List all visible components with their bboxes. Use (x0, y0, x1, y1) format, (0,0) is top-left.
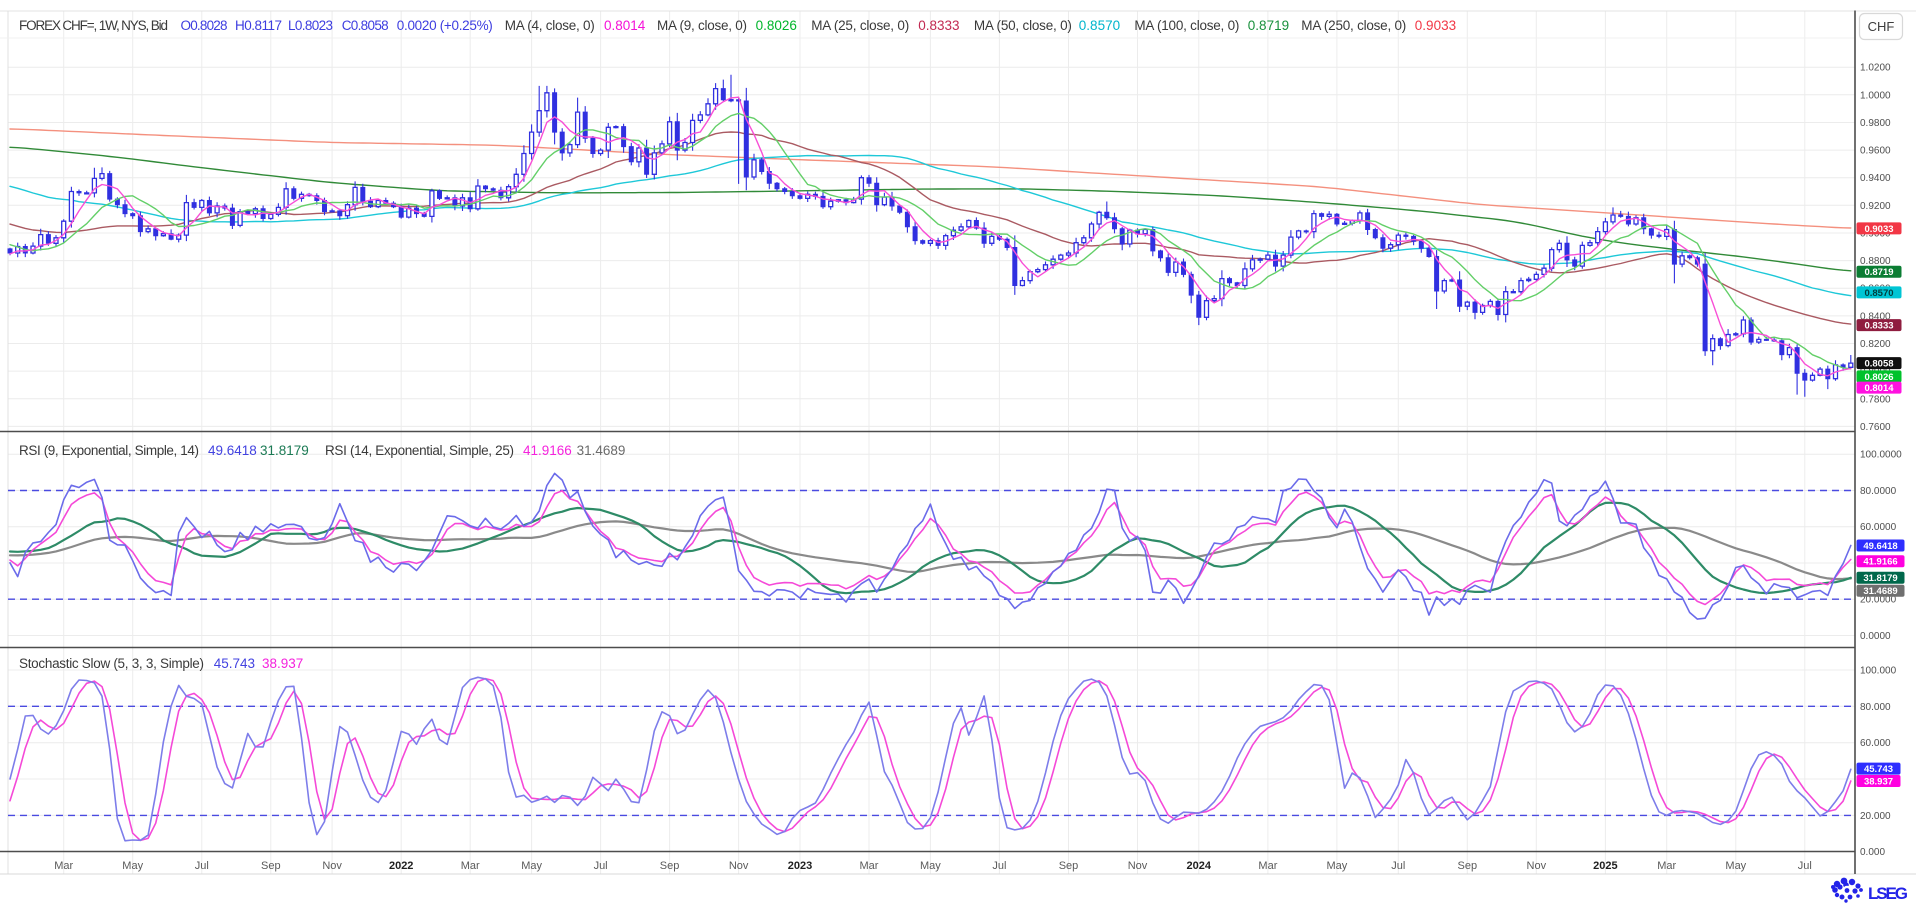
svg-text:0.8333: 0.8333 (918, 18, 959, 33)
svg-text:80.000: 80.000 (1860, 702, 1891, 713)
svg-text:2023: 2023 (788, 860, 812, 872)
svg-text:2022: 2022 (389, 860, 413, 872)
svg-text:20.000: 20.000 (1860, 811, 1891, 822)
svg-text:0.0020 (+0.25%): 0.0020 (+0.25%) (397, 18, 493, 33)
svg-text:80.0000: 80.0000 (1860, 486, 1897, 497)
svg-text:Nov: Nov (322, 860, 342, 872)
svg-text:RSI (14, Exponential, Simple,: RSI (14, Exponential, Simple, 25) (325, 443, 514, 458)
svg-text:49.6418: 49.6418 (1863, 541, 1897, 552)
svg-text:0.8400: 0.8400 (1860, 311, 1891, 322)
svg-text:0.9400: 0.9400 (1860, 173, 1891, 184)
svg-text:MA (9, close, 0): MA (9, close, 0) (657, 18, 747, 33)
svg-text:May: May (920, 860, 941, 872)
svg-text:0.8058: 0.8058 (1864, 359, 1893, 370)
svg-text:20.0000: 20.0000 (1860, 595, 1897, 606)
svg-text:2025: 2025 (1593, 860, 1617, 872)
svg-text:Mar: Mar (1657, 860, 1676, 872)
svg-text:Jul: Jul (1798, 860, 1812, 872)
svg-text:1.0200: 1.0200 (1860, 63, 1891, 74)
svg-text:31.8179: 31.8179 (1863, 573, 1897, 584)
svg-text:0.7800: 0.7800 (1860, 394, 1891, 405)
svg-text:May: May (521, 860, 542, 872)
svg-text:Sep: Sep (1458, 860, 1478, 872)
svg-text:May: May (1327, 860, 1348, 872)
svg-text:60.000: 60.000 (1860, 738, 1891, 749)
svg-text:Sep: Sep (660, 860, 680, 872)
svg-text:Jul: Jul (594, 860, 608, 872)
svg-text:Mar: Mar (1258, 860, 1277, 872)
svg-text:0.8026: 0.8026 (1864, 372, 1893, 383)
svg-text:Nov: Nov (729, 860, 749, 872)
svg-text:Nov: Nov (1527, 860, 1547, 872)
svg-text:Sep: Sep (261, 860, 281, 872)
svg-text:Jul: Jul (992, 860, 1006, 872)
svg-text:0.8333: 0.8333 (1864, 321, 1893, 332)
svg-text:60.0000: 60.0000 (1860, 522, 1897, 533)
svg-text:0.8014: 0.8014 (1864, 383, 1894, 394)
svg-text:0.8026: 0.8026 (756, 18, 797, 33)
svg-text:O0.8028: O0.8028 (181, 18, 228, 33)
svg-text:MA (50, close, 0): MA (50, close, 0) (974, 18, 1072, 33)
svg-text:41.9166: 41.9166 (523, 443, 572, 458)
svg-text:49.6418: 49.6418 (208, 443, 257, 458)
svg-text:Jul: Jul (1391, 860, 1405, 872)
svg-text:MA (25, close, 0): MA (25, close, 0) (811, 18, 909, 33)
svg-text:100.000: 100.000 (1860, 666, 1897, 677)
svg-text:0.8570: 0.8570 (1079, 18, 1120, 33)
svg-text:MA (100, close, 0): MA (100, close, 0) (1134, 18, 1239, 33)
svg-text:Mar: Mar (860, 860, 879, 872)
svg-text:31.4689: 31.4689 (577, 443, 626, 458)
svg-text:31.4689: 31.4689 (1863, 586, 1897, 597)
svg-text:0.8800: 0.8800 (1860, 256, 1891, 267)
svg-text:RSI (9, Exponential, Simple, 1: RSI (9, Exponential, Simple, 14) (19, 443, 199, 458)
svg-text:100.0000: 100.0000 (1860, 450, 1902, 461)
svg-text:0.7600: 0.7600 (1860, 422, 1891, 433)
svg-text:Jul: Jul (195, 860, 209, 872)
svg-text:May: May (1725, 860, 1746, 872)
svg-text:0.9800: 0.9800 (1860, 118, 1891, 129)
svg-text:H0.8117: H0.8117 (235, 18, 282, 33)
svg-text:FOREX CHF=, 1W, NYS, Bid: FOREX CHF=, 1W, NYS, Bid (19, 18, 168, 33)
svg-text:MA (250, close, 0): MA (250, close, 0) (1301, 18, 1406, 33)
svg-text:0.8200: 0.8200 (1860, 339, 1891, 350)
svg-text:Stochastic Slow (5, 3, 3, Simp: Stochastic Slow (5, 3, 3, Simple) (19, 656, 204, 671)
svg-text:31.8179: 31.8179 (260, 443, 309, 458)
svg-text:38.937: 38.937 (1864, 776, 1893, 787)
svg-text:CHF: CHF (1868, 19, 1895, 34)
svg-text:0.9033: 0.9033 (1864, 224, 1893, 235)
svg-text:May: May (122, 860, 143, 872)
svg-text:0.9600: 0.9600 (1860, 146, 1891, 157)
svg-text:0.8014: 0.8014 (604, 18, 646, 33)
svg-text:0.9200: 0.9200 (1860, 201, 1891, 212)
svg-text:0.8570: 0.8570 (1864, 288, 1893, 299)
svg-text:Nov: Nov (1128, 860, 1148, 872)
svg-text:38.937: 38.937 (262, 656, 303, 671)
svg-text:Mar: Mar (54, 860, 73, 872)
svg-text:Mar: Mar (461, 860, 480, 872)
svg-text:0.0000: 0.0000 (1860, 631, 1891, 642)
svg-text:0.000: 0.000 (1860, 847, 1885, 858)
svg-text:LSEG: LSEG (1868, 884, 1908, 903)
svg-text:0.9033: 0.9033 (1415, 18, 1456, 33)
svg-text:0.8719: 0.8719 (1248, 18, 1289, 33)
svg-text:0.8719: 0.8719 (1864, 267, 1893, 278)
svg-text:41.9166: 41.9166 (1863, 557, 1897, 568)
svg-text:Sep: Sep (1059, 860, 1079, 872)
svg-text:L0.8023: L0.8023 (288, 18, 333, 33)
svg-text:2024: 2024 (1187, 860, 1212, 872)
svg-text:1.0000: 1.0000 (1860, 90, 1891, 101)
svg-text:45.743: 45.743 (214, 656, 255, 671)
svg-text:C0.8058: C0.8058 (342, 18, 389, 33)
svg-text:MA (4, close, 0): MA (4, close, 0) (505, 18, 595, 33)
svg-text:45.743: 45.743 (1864, 764, 1893, 775)
